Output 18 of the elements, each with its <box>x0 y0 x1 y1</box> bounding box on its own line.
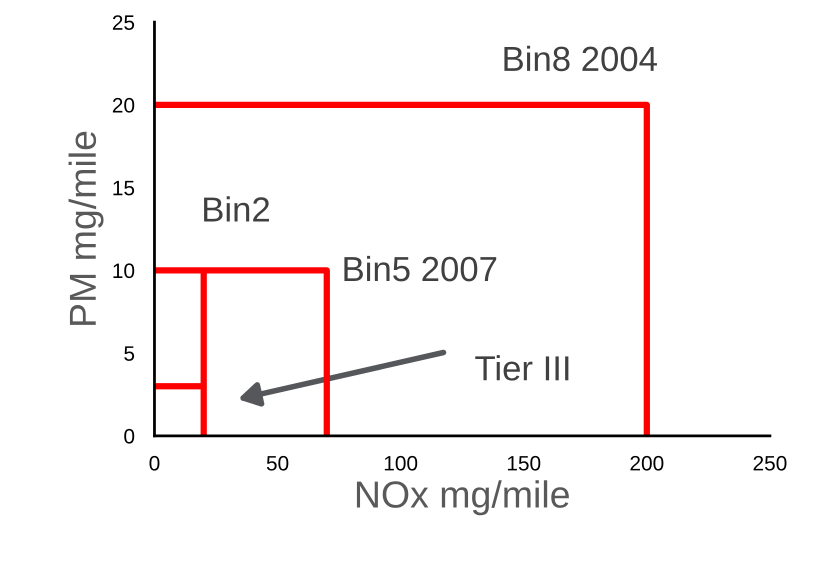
annotation: Bin2 <box>204 196 269 222</box>
x-tick-label: 50 <box>266 456 288 471</box>
annotation: Bin5 2007 <box>344 256 496 282</box>
x-tick-label: 150 <box>508 456 540 471</box>
x-tick-label: 250 <box>754 456 786 471</box>
y-tick-label: 10 <box>113 263 134 278</box>
y-tick-label: 25 <box>112 15 134 30</box>
x-tick-label: 100 <box>384 456 418 471</box>
y-tick-label: 0 <box>124 428 134 444</box>
annotation: Tier III <box>475 355 568 381</box>
x-tick-label: 0 <box>149 456 160 471</box>
x-tick-label: 200 <box>630 456 664 471</box>
y-tick-label: 5 <box>124 346 134 361</box>
y-tick-label: 20 <box>112 98 134 113</box>
y-axis-title: PM mg/mile <box>68 132 104 325</box>
x-axis-title: NOx mg/mile <box>356 480 569 516</box>
y-tick-label: 15 <box>113 180 134 196</box>
annotation: Bin8 2004 <box>504 46 657 72</box>
